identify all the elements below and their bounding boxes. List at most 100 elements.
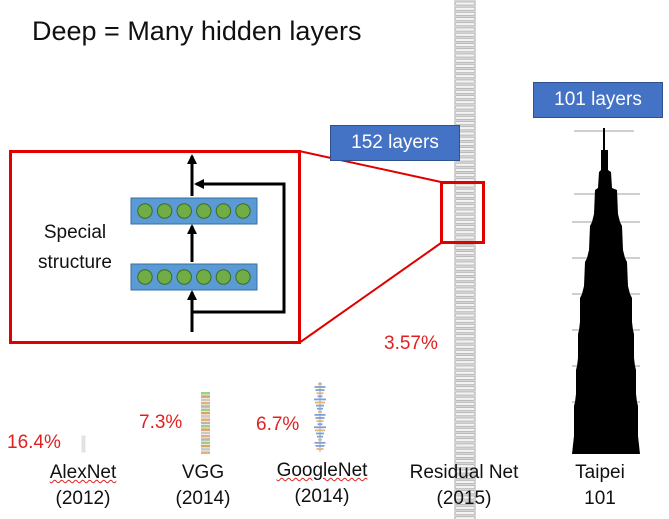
resnet-layer-rung <box>454 287 476 292</box>
googlenet-year: (2014) <box>294 486 350 507</box>
neuron-node <box>215 203 232 219</box>
resnet-layer-rung <box>454 6 476 11</box>
resnet-layer-rung <box>454 298 476 302</box>
resnet-layer-rung <box>454 162 476 167</box>
resnet-layer-rung <box>454 230 476 235</box>
resnet-layer-rung <box>454 402 476 406</box>
resnet-layer-rung <box>454 266 476 271</box>
resnet-layer-rung <box>454 256 476 261</box>
vgg-layer <box>201 395 210 398</box>
googlenet-layer <box>314 426 326 429</box>
slide-title: Deep = Many hidden layers <box>32 16 362 46</box>
googlenet-layer <box>316 432 324 435</box>
resnet-layer-rung <box>454 438 476 443</box>
resnet-layer-rung <box>454 448 476 453</box>
vgg-layer <box>201 401 210 405</box>
googlenet-layer <box>315 417 325 419</box>
neuron-node <box>156 203 173 219</box>
vgg-layer <box>201 411 210 415</box>
resnet-layer-rung <box>454 490 476 495</box>
alexnet-error: 16.4% <box>7 432 61 453</box>
resnet-layer-rung <box>454 386 476 391</box>
googlenet-layer <box>315 429 325 432</box>
resnet-layer-rung <box>454 370 476 375</box>
vgg-layer <box>201 405 210 408</box>
resnet-layer-rung <box>454 246 476 250</box>
neuron-node <box>196 269 212 285</box>
alexnet-stack <box>81 435 86 453</box>
vgg-label: VGG (2014) <box>148 460 258 512</box>
resnet-year: (2015) <box>436 488 492 509</box>
vgg-layer <box>201 421 210 425</box>
resnet-layer-rung <box>454 1 476 6</box>
vgg-layer <box>201 438 210 441</box>
resnet-layer-rung <box>454 110 476 115</box>
googlenet-layer <box>316 404 324 407</box>
resnet-layer-rung <box>454 38 476 42</box>
resnet-layer-rung <box>454 459 476 463</box>
vgg-layer <box>201 392 210 395</box>
resnet-layer-rung <box>454 22 476 27</box>
vgg-layer <box>201 425 210 428</box>
resnet-layer-rung <box>454 74 476 79</box>
taipei-101-silhouette <box>572 128 640 454</box>
googlenet-layer <box>317 423 323 426</box>
vgg-layer <box>201 428 210 431</box>
resnet-layer-rung <box>454 84 476 89</box>
resnet-layer-rung <box>454 303 476 307</box>
special-label-line2: structure <box>38 252 112 273</box>
googlenet-layer <box>314 441 326 444</box>
resnet-layer-rung <box>454 235 476 240</box>
googlenet-layer <box>318 383 322 385</box>
resnet-name: Residual Net <box>409 462 519 483</box>
resnet-layer-rung <box>454 121 476 125</box>
vgg-layer <box>201 434 210 438</box>
googlenet-stack <box>314 382 326 452</box>
resnet-layer-rung <box>454 485 476 489</box>
googlenet-layer <box>314 386 326 388</box>
resnet-layer-rung <box>454 381 476 385</box>
resnet-layer-rung <box>454 194 476 198</box>
vgg-layer <box>201 418 210 421</box>
resnet-layer-rung <box>454 48 476 53</box>
resnet-layer-rung <box>454 318 476 323</box>
resnet-layer-rung <box>454 292 476 297</box>
googlenet-layer <box>315 445 325 447</box>
resnet-layer-rung <box>454 474 476 479</box>
vgg-layer <box>201 415 210 418</box>
resnet-layer-rung <box>454 43 476 47</box>
resnet-layer-rung <box>454 417 476 422</box>
vgg-layer <box>201 444 210 448</box>
neuron-node <box>196 203 212 219</box>
vgg-name: VGG <box>181 462 225 483</box>
googlenet-label: GoogleNet (2014) <box>262 458 382 510</box>
resnet-layer-rung <box>454 183 476 188</box>
resnet-layer-rung <box>454 506 476 510</box>
googlenet-layer <box>315 401 325 404</box>
resnet-layer-rung <box>454 365 476 370</box>
vgg-layer <box>201 441 210 445</box>
resnet-layer-rung <box>454 220 476 224</box>
resnet-layer-rung <box>454 422 476 427</box>
resnet-layer-rung <box>454 69 476 73</box>
resnet-layer-rung <box>454 32 476 37</box>
resnet-error: 3.57% <box>384 333 438 354</box>
vgg-layer <box>201 398 210 402</box>
resnet-layer-rung <box>454 433 476 437</box>
googlenet-layer <box>317 407 323 410</box>
resnet-layer-rung <box>454 391 476 396</box>
resnet-layer-rung <box>454 58 476 63</box>
neuron-node <box>176 203 192 219</box>
vgg-layer <box>201 451 210 454</box>
resnet-layer-rung <box>454 282 476 287</box>
resnet-layer-rung <box>454 344 476 349</box>
resnet-layer-rung <box>454 360 476 365</box>
resnet-layer-rung <box>454 168 476 172</box>
resnet-layer-rung <box>454 376 476 380</box>
resnet-layer-rung <box>454 53 476 58</box>
resnet-layer-rung <box>454 95 476 99</box>
vgg-layer <box>201 408 210 412</box>
special-label-line1: Special <box>43 222 107 243</box>
special-structure-box <box>9 150 301 344</box>
neuron-node <box>156 269 173 285</box>
